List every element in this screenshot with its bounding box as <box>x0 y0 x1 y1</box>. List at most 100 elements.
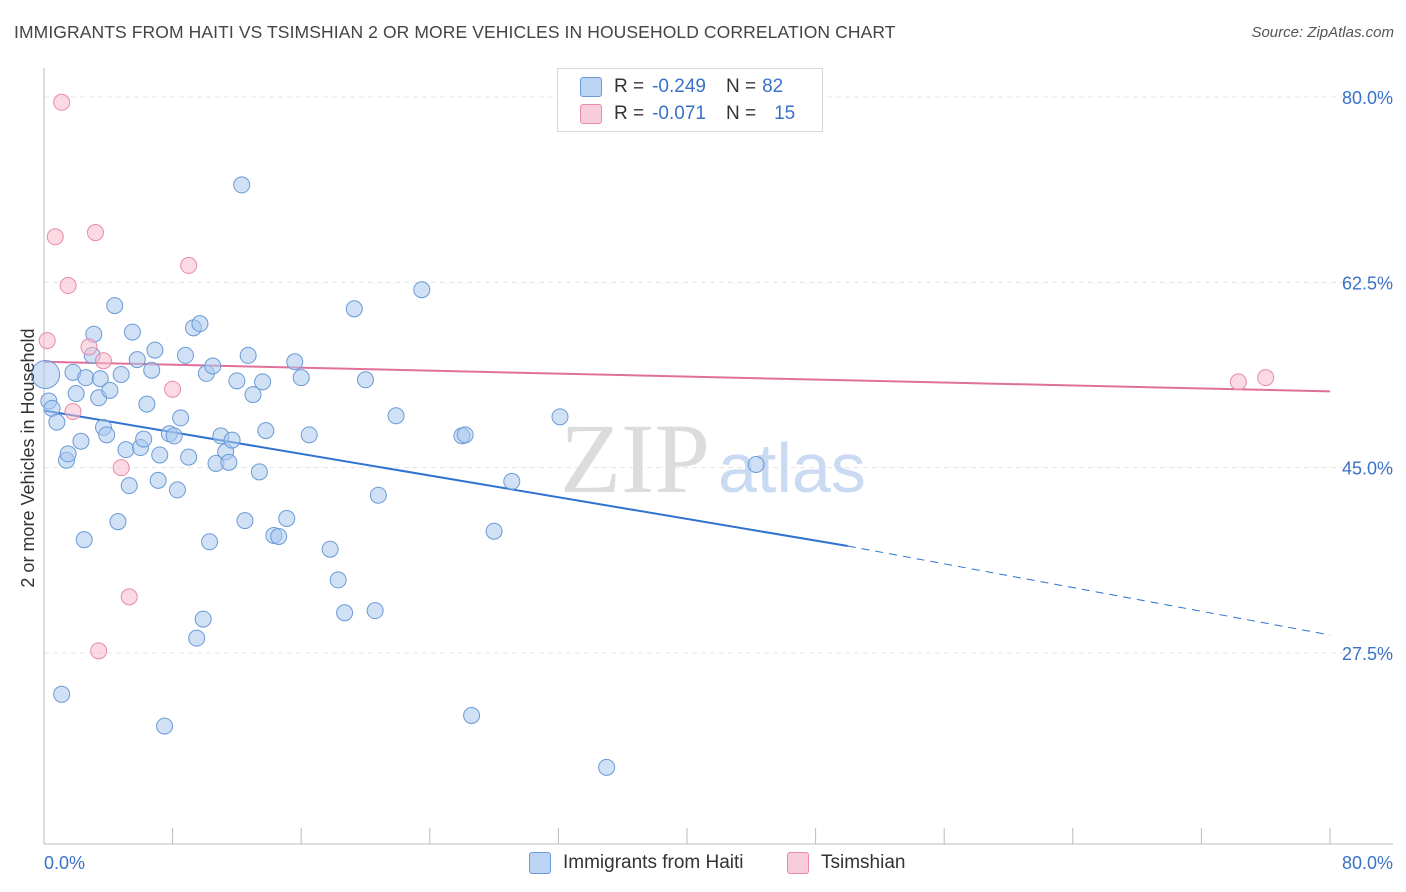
tsimshian-legend-label: Tsimshian <box>821 852 906 873</box>
y-tick-label: 62.5% <box>1342 273 1393 293</box>
n-value: 15 <box>774 103 796 124</box>
haiti-point <box>747 455 765 473</box>
r-label: R = <box>614 103 645 124</box>
haiti-point <box>180 448 198 466</box>
n-label: N = <box>725 76 757 97</box>
tsimshian-point <box>180 256 198 274</box>
haiti-point <box>120 477 138 495</box>
haiti-point <box>106 297 124 315</box>
tsimshian-point <box>86 224 104 242</box>
haiti-point <box>257 422 275 440</box>
y-tick-labels: 27.5% 45.0% 62.5% 80.0% <box>1342 88 1393 664</box>
haiti-point <box>345 300 363 318</box>
haiti-point <box>91 370 109 388</box>
haiti-swatch <box>580 77 602 97</box>
haiti-point <box>223 431 241 449</box>
x-tick-max: 80.0% <box>1342 853 1393 873</box>
y-tick-label: 27.5% <box>1342 644 1393 664</box>
haiti-point <box>143 361 161 379</box>
haiti-point <box>31 359 61 389</box>
haiti-point <box>413 281 431 299</box>
haiti-point <box>366 602 384 620</box>
tsimshian-point <box>64 403 82 421</box>
tsimshian-point <box>112 459 130 477</box>
legend-row-haiti: R = -0.249 N = 82 <box>558 74 783 100</box>
haiti-point <box>369 486 387 504</box>
tsimshian-trend-solid <box>43 360 1331 393</box>
series-legend: Immigrants from Haiti Tsimshian <box>0 852 1406 878</box>
tsimshian-points <box>38 93 1275 660</box>
haiti-point <box>112 365 130 383</box>
haiti-point <box>336 604 354 622</box>
legend-item-tsimshian: Tsimshian <box>787 852 905 874</box>
haiti-point <box>485 522 503 540</box>
r-value: -0.249 <box>652 76 706 97</box>
haiti-point <box>109 513 127 531</box>
tsimshian-point <box>46 228 64 246</box>
haiti-point <box>59 445 77 463</box>
haiti-point <box>503 472 521 490</box>
haiti-point <box>77 369 95 387</box>
haiti-point <box>456 426 474 444</box>
tsimshian-point <box>94 352 112 370</box>
haiti-point <box>194 610 212 628</box>
y-tick-label: 80.0% <box>1342 88 1393 108</box>
haiti-point <box>188 629 206 647</box>
haiti-point <box>135 430 153 448</box>
tsimshian-swatch <box>580 104 602 124</box>
haiti-point <box>239 346 257 364</box>
r-value: -0.071 <box>652 103 706 124</box>
haiti-point <box>123 323 141 341</box>
haiti-point <box>117 441 135 459</box>
axes <box>43 68 1393 845</box>
haiti-point <box>357 371 374 389</box>
haiti-point <box>278 510 296 528</box>
tsimshian-point <box>164 380 182 398</box>
haiti-point <box>151 446 169 464</box>
haiti-point <box>233 176 251 194</box>
legend-item-haiti: Immigrants from Haiti <box>529 852 744 874</box>
haiti-point <box>75 531 93 549</box>
haiti-point <box>176 346 194 364</box>
haiti-point <box>67 385 85 403</box>
tsimshian-point <box>38 332 56 350</box>
haiti-points <box>31 176 765 776</box>
haiti-point <box>250 463 268 481</box>
haiti-point <box>220 453 238 471</box>
haiti-point <box>72 432 90 450</box>
haiti-trend-dashed <box>847 545 1331 636</box>
haiti-point <box>254 373 272 391</box>
haiti-point <box>300 426 318 444</box>
x-tick-min: 0.0% <box>44 853 85 873</box>
tsimshian-trend-line <box>43 360 1331 393</box>
n-label: N = <box>725 103 757 124</box>
tsimshian-point <box>53 93 71 111</box>
haiti-point <box>286 353 304 371</box>
haiti-point <box>165 427 183 445</box>
watermark-atlas: atlas <box>718 429 866 507</box>
r-label: R = <box>614 76 645 97</box>
haiti-legend-swatch <box>529 852 551 874</box>
haiti-point <box>149 471 167 489</box>
haiti-point <box>236 512 254 530</box>
y-tick-label: 45.0% <box>1342 459 1393 479</box>
haiti-point <box>329 571 347 589</box>
tsimshian-legend-swatch <box>787 852 809 874</box>
haiti-point <box>598 758 616 776</box>
haiti-point <box>98 426 116 444</box>
tsimshian-point <box>120 588 138 606</box>
y-axis-label: 2 or more Vehicles in Household <box>18 328 38 587</box>
tsimshian-point <box>90 642 108 660</box>
tsimshian-point <box>1257 369 1275 387</box>
haiti-point <box>168 481 186 499</box>
tsimshian-point <box>1229 373 1247 391</box>
tsimshian-point <box>59 277 77 295</box>
haiti-point <box>228 372 246 390</box>
haiti-point <box>387 407 405 425</box>
chart-title: IMMIGRANTS FROM HAITI VS TSIMSHIAN 2 OR … <box>14 22 896 42</box>
haiti-point <box>48 413 66 431</box>
haiti-point <box>146 341 164 359</box>
haiti-point <box>101 381 119 399</box>
haiti-legend-label: Immigrants from Haiti <box>563 852 744 873</box>
